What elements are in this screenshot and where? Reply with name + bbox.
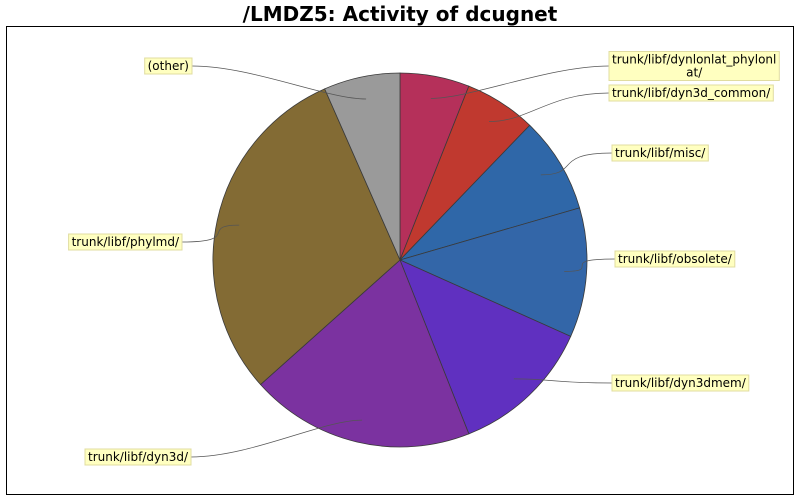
leader-line	[564, 258, 616, 272]
pie-slice	[399, 259, 572, 435]
leader-line	[430, 65, 610, 99]
label-box	[608, 84, 774, 102]
slice-label: trunk/libf/misc/	[611, 144, 709, 162]
slice-label-text: trunk/libf/obsolete/	[618, 252, 733, 266]
pie-slice	[324, 72, 401, 261]
slice-label: (other)	[144, 57, 193, 75]
slice-label-text: trunk/libf/phylmd/	[72, 235, 180, 249]
leader-line	[488, 92, 610, 122]
label-box	[611, 144, 709, 162]
label-box	[608, 51, 780, 81]
slice-label: trunk/libf/dyn3d_common/	[608, 84, 774, 102]
slice-label-text: trunk/libf/dynlonlat_phylonl	[612, 53, 776, 67]
slice-label-text: trunk/libf/dyn3d/	[88, 450, 189, 464]
pie-slice	[398, 207, 588, 337]
pie-slice	[398, 124, 581, 261]
leader-line	[190, 419, 363, 458]
label-box	[144, 57, 193, 75]
chart-title: /LMDZ5: Activity of dcugnet	[242, 2, 558, 26]
leader-line	[540, 152, 613, 176]
slice-label: trunk/libf/obsolete/	[614, 250, 736, 268]
slice-label-text: trunk/libf/misc/	[615, 146, 706, 160]
label-box	[84, 448, 192, 466]
slice-label-text: at/	[686, 66, 703, 80]
leader-line	[191, 65, 367, 100]
leader-line	[513, 378, 613, 384]
slice-label: trunk/libf/dyn3dmem/	[611, 374, 750, 392]
slice-label-text: trunk/libf/dyn3d_common/	[612, 86, 771, 100]
label-box	[68, 233, 183, 251]
slice-label-text: (other)	[148, 59, 189, 73]
label-box	[611, 374, 750, 392]
leader-line	[181, 224, 240, 243]
pie-slice	[259, 259, 470, 448]
pie-slice	[212, 88, 401, 386]
label-box	[614, 250, 736, 268]
slice-label: trunk/libf/phylmd/	[68, 233, 183, 251]
slice-label-text: trunk/libf/dyn3dmem/	[615, 376, 747, 390]
slice-label: trunk/libf/dyn3d/	[84, 448, 192, 466]
